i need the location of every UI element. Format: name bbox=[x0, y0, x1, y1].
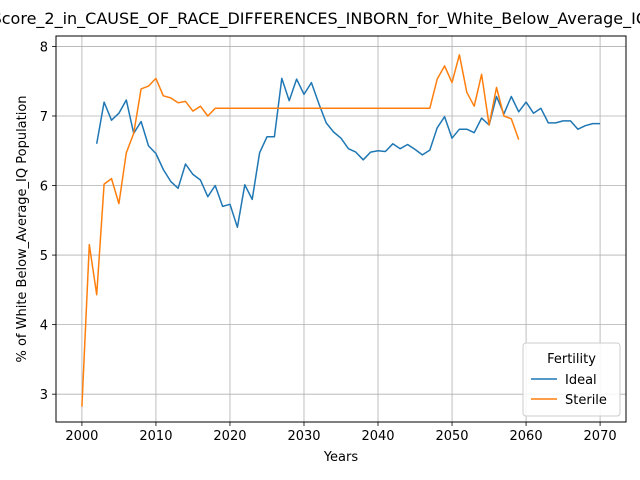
legend: Fertility Ideal Sterile bbox=[522, 342, 621, 417]
y-axis: 3 4 5 6 7 8 bbox=[40, 40, 56, 403]
y-tick-label: 5 bbox=[40, 249, 48, 264]
y-tick-label: 8 bbox=[40, 40, 48, 55]
y-tick-label: 7 bbox=[40, 110, 48, 125]
series-line-sterile bbox=[81, 54, 520, 407]
plot-frame bbox=[55, 35, 627, 423]
x-tick-label: 2030 bbox=[287, 429, 320, 444]
series-lines bbox=[81, 54, 601, 407]
legend-title: Fertility bbox=[547, 352, 596, 367]
y-tick-label: 4 bbox=[40, 319, 48, 334]
grid bbox=[56, 36, 626, 422]
x-tick-label: 2040 bbox=[361, 429, 394, 444]
y-tick-label: 6 bbox=[40, 180, 48, 195]
x-axis: 2000 2010 2020 2030 2040 2050 2060 2070 bbox=[65, 422, 617, 444]
x-tick-label: 2000 bbox=[65, 429, 98, 444]
y-tick-label: 3 bbox=[40, 388, 48, 403]
x-tick-label: 2050 bbox=[435, 429, 468, 444]
y-axis-label: % of White Below_Average_IQ Population bbox=[15, 95, 30, 362]
legend-box bbox=[522, 342, 621, 417]
series-line-ideal bbox=[95, 77, 601, 229]
legend-label-sterile: Sterile bbox=[565, 393, 607, 408]
chart-title: Score_2_in_CAUSE_OF_RACE_DIFFERENCES_INB… bbox=[0, 9, 640, 29]
x-axis-label: Years bbox=[323, 450, 359, 465]
x-tick-label: 2070 bbox=[584, 429, 617, 444]
x-tick-label: 2020 bbox=[213, 429, 246, 444]
x-tick-label: 2060 bbox=[510, 429, 543, 444]
x-tick-label: 2010 bbox=[139, 429, 172, 444]
legend-label-ideal: Ideal bbox=[565, 373, 597, 388]
